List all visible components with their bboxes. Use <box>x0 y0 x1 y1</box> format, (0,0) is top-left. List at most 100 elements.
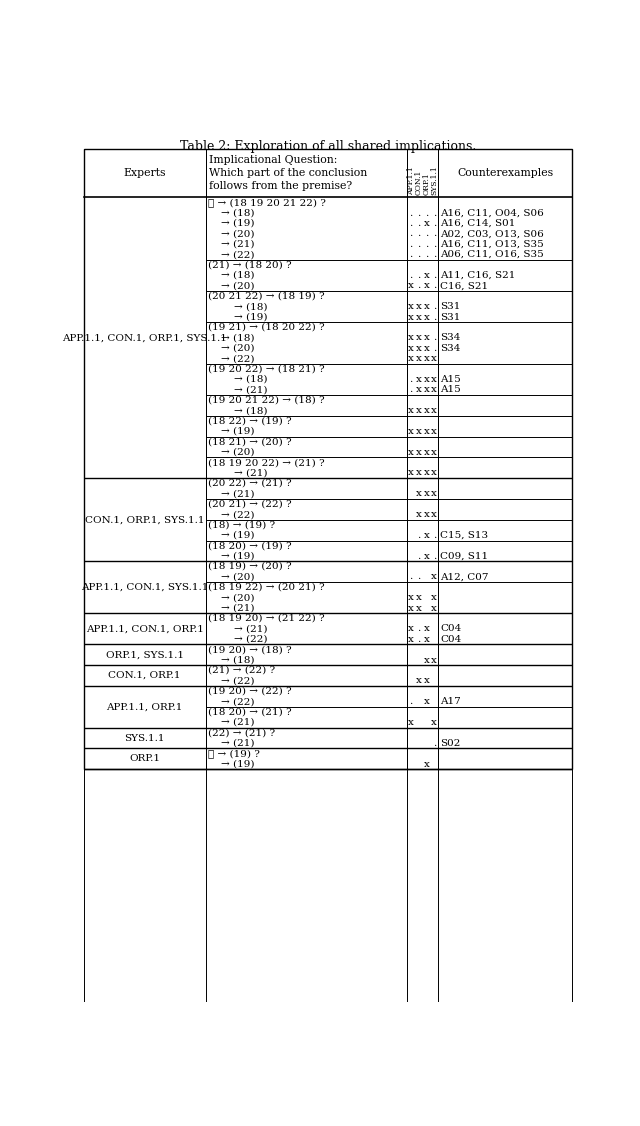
Text: C04: C04 <box>440 625 461 634</box>
Text: x: x <box>416 427 422 436</box>
Text: x: x <box>408 448 414 457</box>
Text: → (18): → (18) <box>208 208 254 217</box>
Text: CON.1, ORP.1, SYS.1.1: CON.1, ORP.1, SYS.1.1 <box>85 516 204 525</box>
Text: APP.1.1, CON.1, SYS.1.1: APP.1.1, CON.1, SYS.1.1 <box>81 583 209 592</box>
Text: x: x <box>424 271 429 280</box>
Text: → (22): → (22) <box>208 635 268 644</box>
Text: x: x <box>424 510 429 519</box>
Text: x: x <box>424 760 429 769</box>
Text: (18 19 20) → (21 22) ?: (18 19 20) → (21 22) ? <box>208 614 324 623</box>
Text: x: x <box>431 490 437 498</box>
Text: .: . <box>433 240 436 249</box>
Text: → (22): → (22) <box>208 354 254 363</box>
Text: (20 21 22) → (18 19) ?: (20 21 22) → (18 19) ? <box>208 292 324 301</box>
Text: x: x <box>431 427 437 436</box>
Text: x: x <box>408 343 414 352</box>
Text: .: . <box>410 385 413 394</box>
Text: x: x <box>408 625 414 634</box>
Text: .: . <box>417 208 420 217</box>
Text: .: . <box>433 530 436 539</box>
Text: → (18): → (18) <box>208 302 268 311</box>
Text: x: x <box>416 677 422 686</box>
Text: x: x <box>408 313 414 322</box>
Text: CON.1: CON.1 <box>415 170 422 195</box>
Text: x: x <box>424 490 429 498</box>
Text: (18) → (19) ?: (18) → (19) ? <box>208 520 275 529</box>
Text: x: x <box>424 218 429 227</box>
Text: x: x <box>431 354 437 363</box>
Text: x: x <box>424 655 429 664</box>
Text: S31: S31 <box>440 302 461 311</box>
Text: x: x <box>431 572 437 581</box>
Text: C16, S21: C16, S21 <box>440 282 488 291</box>
Text: x: x <box>424 282 429 291</box>
Text: C15, S13: C15, S13 <box>440 530 488 539</box>
Text: .: . <box>433 250 436 259</box>
Text: x: x <box>408 604 414 613</box>
Text: Experts: Experts <box>124 168 166 178</box>
Text: (18 20) → (19) ?: (18 20) → (19) ? <box>208 542 291 551</box>
Text: x: x <box>431 385 437 394</box>
Text: (19 20) → (22) ?: (19 20) → (22) ? <box>208 687 291 696</box>
Text: x: x <box>408 593 414 602</box>
Text: → (20): → (20) <box>208 343 254 352</box>
Text: S02: S02 <box>440 739 461 748</box>
Text: .: . <box>417 552 420 561</box>
Text: x: x <box>431 593 437 602</box>
Text: x: x <box>408 427 414 436</box>
Text: → (22): → (22) <box>208 677 254 686</box>
Text: x: x <box>408 302 414 311</box>
Text: → (20): → (20) <box>208 448 254 457</box>
Text: A06, C11, O16, S35: A06, C11, O16, S35 <box>440 250 544 259</box>
Text: → (18): → (18) <box>208 271 254 280</box>
Text: x: x <box>431 375 437 384</box>
Text: A16, C14, S01: A16, C14, S01 <box>440 218 516 227</box>
Text: .: . <box>425 250 428 259</box>
Text: (20 21) → (22) ?: (20 21) → (22) ? <box>208 500 291 509</box>
Text: SYS.1.1: SYS.1.1 <box>124 733 165 742</box>
Text: → (21): → (21) <box>208 739 254 748</box>
Text: x: x <box>416 468 422 477</box>
Text: .: . <box>417 530 420 539</box>
Text: ∅ → (19) ?: ∅ → (19) ? <box>208 749 260 758</box>
Text: .: . <box>433 739 436 748</box>
Text: Table 2: Exploration of all shared implications.: Table 2: Exploration of all shared impli… <box>180 140 476 153</box>
Text: A02, C03, O13, S06: A02, C03, O13, S06 <box>440 230 544 239</box>
Text: x: x <box>431 510 437 519</box>
Text: → (18): → (18) <box>208 375 268 384</box>
Text: x: x <box>416 313 422 322</box>
Text: x: x <box>424 354 429 363</box>
Text: .: . <box>410 240 413 249</box>
Text: x: x <box>408 282 414 291</box>
Text: .: . <box>433 230 436 239</box>
Text: C09, S11: C09, S11 <box>440 552 488 561</box>
Text: x: x <box>424 375 429 384</box>
Text: (21) → (18 20) ?: (21) → (18 20) ? <box>208 260 291 269</box>
Text: .: . <box>410 697 413 706</box>
Text: C04: C04 <box>440 635 461 644</box>
Text: → (21): → (21) <box>208 490 254 498</box>
Text: x: x <box>424 427 429 436</box>
Text: APP.1.1: APP.1.1 <box>407 167 415 195</box>
Text: x: x <box>416 333 422 342</box>
Text: .: . <box>417 240 420 249</box>
Text: → (21): → (21) <box>208 604 254 613</box>
Text: x: x <box>416 385 422 394</box>
Text: .: . <box>417 218 420 227</box>
Text: x: x <box>424 313 429 322</box>
Text: (18 19 20 22) → (21) ?: (18 19 20 22) → (21) ? <box>208 458 324 467</box>
Text: → (22): → (22) <box>208 697 254 706</box>
Text: A17: A17 <box>440 697 461 706</box>
Text: x: x <box>416 406 422 415</box>
Text: → (20): → (20) <box>208 593 254 602</box>
Text: .: . <box>433 218 436 227</box>
Text: A15: A15 <box>440 375 461 384</box>
Text: (18 19) → (20) ?: (18 19) → (20) ? <box>208 562 291 571</box>
Text: Implicational Question:
Which part of the conclusion
follows from the premise?: Implicational Question: Which part of th… <box>209 155 367 191</box>
Text: CON.1, ORP.1: CON.1, ORP.1 <box>108 671 181 680</box>
Text: x: x <box>424 333 429 342</box>
Text: APP.1.1, ORP.1: APP.1.1, ORP.1 <box>106 703 183 712</box>
Text: (18 19 22) → (20 21) ?: (18 19 22) → (20 21) ? <box>208 583 324 592</box>
Text: → (20): → (20) <box>208 230 254 239</box>
Text: x: x <box>431 655 437 664</box>
